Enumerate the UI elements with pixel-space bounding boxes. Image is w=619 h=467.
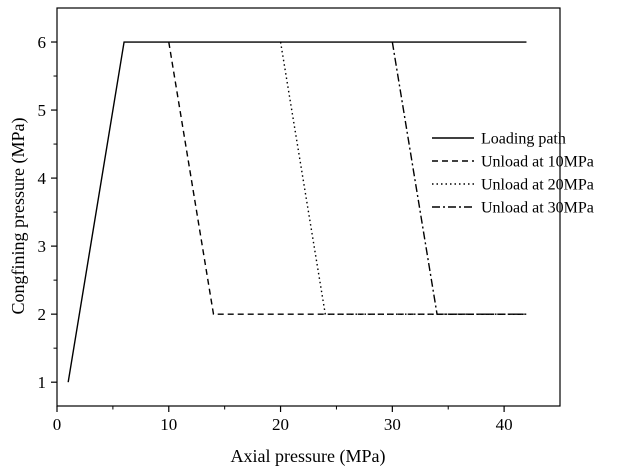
- series-layer: [67, 41, 527, 383]
- y-tick-label: 4: [38, 169, 47, 188]
- plot-area: [56, 7, 561, 407]
- legend-label-2: Unload at 10MPa: [481, 154, 594, 171]
- y-tick-label: 1: [38, 373, 47, 392]
- y-tick-label: 2: [38, 305, 47, 324]
- y-tick-label: 3: [38, 237, 47, 256]
- x-tick-label: 10: [160, 415, 177, 434]
- plot-frame: [56, 7, 561, 407]
- x-axis-title: Axial pressure (MPa): [231, 446, 386, 467]
- legend: Loading path Unload at 10MPa Unload at 20M…: [432, 131, 594, 217]
- x-tick-label: 40: [496, 415, 513, 434]
- y-tick-label: 6: [38, 33, 47, 52]
- x-axis-ticks: 0 10 20 30 40: [53, 406, 513, 434]
- y-axis-ticks: 1 2 3 4 5 6: [38, 33, 57, 392]
- y-tick-label: 5: [38, 101, 47, 120]
- x-tick-label: 20: [272, 415, 289, 434]
- legend-label-3: Unload at 20MPa: [481, 177, 594, 194]
- y-axis-title: Congfining pressure (MPa): [8, 118, 29, 315]
- series-line-4: [391, 41, 527, 315]
- x-tick-label: 0: [53, 415, 62, 434]
- series-line-3: [279, 41, 527, 315]
- legend-label-4: Unload at 30MPa: [481, 200, 594, 217]
- x-tick-label: 30: [384, 415, 401, 434]
- legend-label-1: Loading path: [481, 131, 566, 148]
- series-line-2: [168, 41, 527, 315]
- series-line-1: [67, 41, 527, 383]
